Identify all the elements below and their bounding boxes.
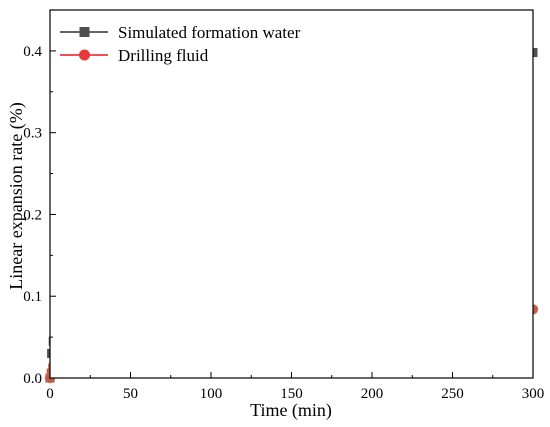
y-tick-label: 0.4 bbox=[23, 44, 42, 60]
legend-marker-simulated-formation-water bbox=[79, 27, 90, 37]
legend-marker-drilling-fluid bbox=[79, 49, 90, 61]
x-tick-label: 0 bbox=[46, 386, 54, 402]
plot-frame bbox=[49, 9, 534, 379]
x-tick-label: 50 bbox=[123, 386, 138, 402]
legend-label-simulated-formation-water: Simulated formation water bbox=[118, 23, 301, 42]
y-tick-label: 0.2 bbox=[23, 207, 42, 223]
x-tick-label: 150 bbox=[280, 386, 303, 402]
y-axis-label: Linear expansion rate (%) bbox=[6, 102, 27, 289]
y-tick-label: 0.1 bbox=[23, 289, 42, 305]
y-tick-label: 0.0 bbox=[23, 371, 42, 387]
x-axis-label: Time (min) bbox=[250, 400, 332, 421]
x-tick-label: 200 bbox=[361, 386, 384, 402]
x-tick-label: 250 bbox=[441, 386, 464, 402]
legend-label-drilling-fluid: Drilling fluid bbox=[118, 46, 209, 65]
x-tick-label: 100 bbox=[200, 386, 223, 402]
y-tick-label: 0.3 bbox=[23, 126, 42, 142]
x-tick-label: 300 bbox=[522, 386, 545, 402]
